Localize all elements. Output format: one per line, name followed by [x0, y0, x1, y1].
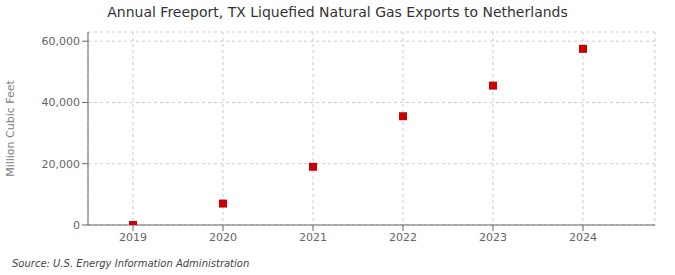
svg-text:2019: 2019	[119, 231, 147, 244]
html-text:Annual Freeport, TX Liquefied: Annual Freeport, TX Liquefied Natural Ga…	[107, 4, 568, 20]
svg-text:2022: 2022	[389, 231, 417, 244]
svg-text:2024: 2024	[569, 231, 597, 244]
svg-text:2023: 2023	[479, 231, 507, 244]
svg-text:40,000: 40,000	[42, 96, 81, 109]
svg-text:0: 0	[73, 219, 80, 232]
svg-text:2020: 2020	[209, 231, 237, 244]
svg-text:20,000: 20,000	[42, 158, 81, 171]
svg-text:Million Cubic Feet: Million Cubic Feet	[8, 79, 17, 176]
svg-text:60,000: 60,000	[42, 35, 81, 48]
html-text:Source: U.S. Energy Informatio: Source: U.S. Energy Information Administ…	[12, 258, 250, 269]
svg-text:2021: 2021	[299, 231, 327, 244]
